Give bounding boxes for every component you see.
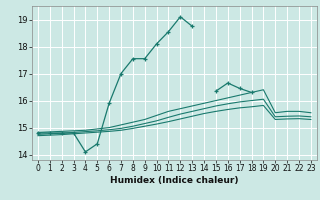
X-axis label: Humidex (Indice chaleur): Humidex (Indice chaleur) xyxy=(110,176,239,185)
